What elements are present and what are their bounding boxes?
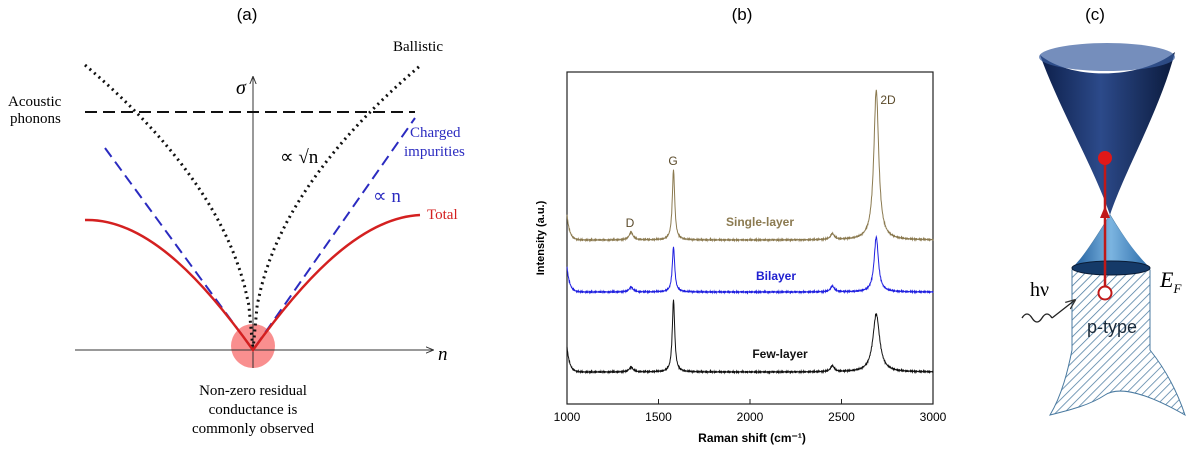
x-tick-label: 2500 [828, 410, 855, 424]
x-tick-label: 2000 [737, 410, 764, 424]
panel-label: (a) [237, 5, 258, 24]
y-axis-label: Intensity (a.u.) [535, 200, 547, 275]
x-axis-label: n [438, 344, 448, 365]
spectrum-label: Single-layer [726, 215, 794, 229]
note: conductance is [209, 402, 298, 418]
x-tick-label: 1000 [554, 410, 581, 424]
linear-law: ∝ n [373, 186, 401, 207]
fermi-disk [1071, 260, 1151, 276]
cone-top [1039, 43, 1175, 71]
ballistic-label: Ballistic [393, 39, 443, 55]
panel-label: (c) [1085, 5, 1105, 24]
fermi-subscript: F [1172, 281, 1182, 296]
y-axis-label: σ [236, 77, 247, 99]
x-axis-label: Raman shift (cm⁻¹) [698, 431, 806, 445]
photon-wave [1021, 313, 1053, 323]
ballistic-curve [84, 63, 422, 351]
peak-label: D [626, 216, 635, 230]
doping-label: p-type [1087, 317, 1137, 337]
fermi-symbol: E [1159, 267, 1174, 292]
total-label: Total [427, 207, 458, 223]
sqrt-law: ∝ √n [280, 147, 319, 168]
note: Non-zero residual [199, 383, 307, 399]
panel-c: (c) hν EF p-type [1021, 5, 1186, 417]
arrow-head [1100, 206, 1110, 218]
note: commonly observed [192, 421, 315, 437]
peak-label: 2D [880, 93, 896, 107]
panel-a: (a) σ n Acoustic phonons Ballistic Charg… [8, 5, 465, 437]
impurity-label: impurities [404, 144, 465, 160]
photon-arrow [1051, 300, 1075, 319]
spectrum [566, 89, 934, 243]
impurity-curve [104, 117, 416, 352]
hole [1097, 285, 1113, 301]
valence-top [1072, 215, 1150, 268]
panel-label: (b) [732, 5, 753, 24]
fermi-label: EF [1159, 267, 1182, 296]
photon-label: hν [1030, 279, 1049, 301]
conduction-cone [1040, 52, 1175, 215]
acoustic-label: phonons [10, 111, 61, 127]
panel-b: (b) Intensity (a.u.) Raman shift (cm⁻¹) … [535, 5, 947, 445]
total-curve [84, 213, 421, 353]
acoustic-label: Acoustic [8, 94, 62, 110]
spectrum [566, 299, 934, 375]
electron [1098, 151, 1112, 165]
spectrum-label: Bilayer [756, 269, 796, 283]
impurity-label: Charged [410, 125, 461, 141]
peak-label: G [668, 154, 677, 168]
spectrum [566, 234, 934, 295]
spectrum-label: Few-layer [752, 347, 808, 361]
x-tick-label: 3000 [920, 410, 947, 424]
x-tick-label: 1500 [645, 410, 672, 424]
